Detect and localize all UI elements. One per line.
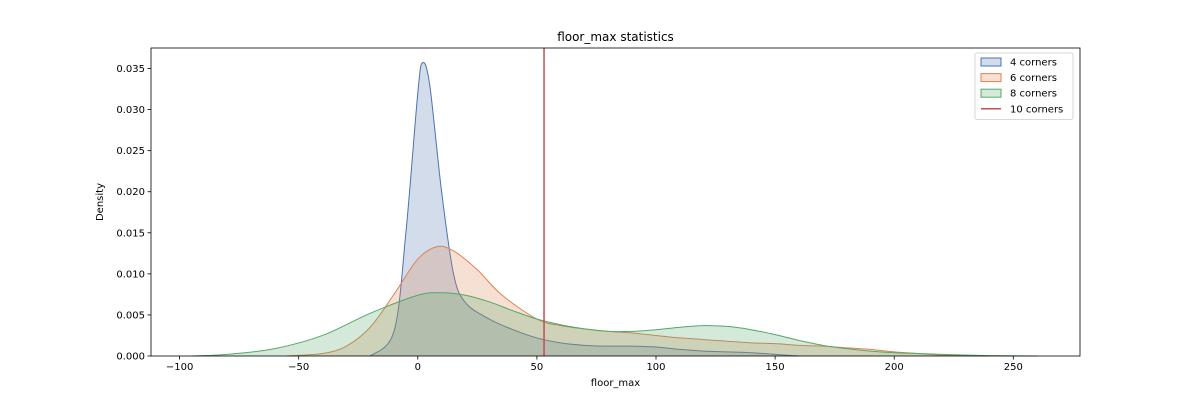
series-line-4-corners — [369, 61, 799, 357]
x-tick-label: −100 — [166, 362, 193, 373]
series-area-8-corners — [191, 292, 1038, 356]
series-area-6-corners — [286, 246, 990, 356]
series-area-4-corners — [370, 62, 799, 357]
chart-title: floor_max statistics — [557, 30, 674, 44]
x-axis-title: floor_max — [591, 378, 641, 389]
y-tick-label: 0.025 — [116, 146, 145, 157]
legend-label: 4 corners — [1010, 58, 1057, 69]
y-tick-label: 0.005 — [116, 310, 145, 321]
legend-item: 4 corners — [980, 57, 1057, 69]
x-tick-label: 250 — [1004, 362, 1023, 373]
x-tick-label: 200 — [885, 362, 904, 373]
legend-item: 8 corners — [980, 88, 1057, 100]
x-axis-ticks: −100 −50 0 50 100 150 200 250 — [166, 356, 1023, 373]
legend-item: 6 corners — [980, 73, 1057, 84]
legend-label: 8 corners — [1010, 89, 1057, 100]
legend-item: 10 corners — [981, 104, 1063, 115]
legend-swatch — [980, 57, 1002, 67]
y-tick-label: 0.020 — [116, 187, 145, 198]
plot-frame — [150, 47, 1081, 357]
legend-swatch — [980, 88, 1002, 98]
series-line-6-corners — [286, 245, 990, 357]
x-tick-label: 150 — [766, 362, 785, 373]
x-tick-label: 50 — [531, 362, 544, 373]
series-line-8-corners — [191, 292, 1038, 357]
y-tick-label: 0.035 — [116, 64, 145, 75]
y-axis-ticks: 0.000 0.005 0.010 0.015 0.020 0.025 0.030 0.035 — [116, 64, 151, 363]
legend-label: 6 corners — [1010, 73, 1057, 84]
legend-swatch — [980, 73, 1002, 83]
series-layer — [191, 61, 1038, 357]
x-tick-label: 0 — [415, 362, 421, 373]
x-tick-label: 100 — [646, 362, 665, 373]
y-tick-label: 0.000 — [116, 352, 145, 363]
y-axis-title: Density — [95, 183, 106, 221]
y-tick-label: 0.015 — [116, 228, 145, 239]
y-tick-label: 0.010 — [116, 269, 145, 280]
x-tick-label: −50 — [288, 362, 309, 373]
y-tick-label: 0.030 — [116, 105, 145, 116]
legend-label: 10 corners — [1010, 104, 1063, 115]
legend: 4 corners 6 corners 8 corners 10 corners — [974, 52, 1074, 120]
legend-box — [974, 52, 1074, 120]
